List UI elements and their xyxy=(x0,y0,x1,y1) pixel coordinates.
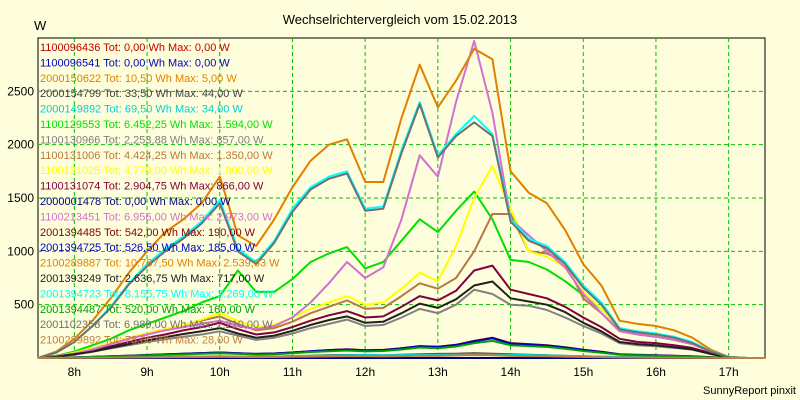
y-tick-label: 2500 xyxy=(7,84,34,98)
series-line-11 xyxy=(37,39,765,359)
x-tick-label: 8h xyxy=(68,365,81,379)
x-tick-label: 11h xyxy=(283,365,302,379)
legend-entry: 2001394485 Tot: 542,00 Wh Max: 190,00 W xyxy=(40,227,256,239)
series-line-19 xyxy=(37,354,765,359)
legend-entry: 1100129553 Tot: 6.452,25 Wh Max: 1.594,0… xyxy=(40,119,273,131)
legend-entry: 1100131006 Tot: 4.424,25 Wh Max: 1.350,0… xyxy=(40,150,273,162)
legend-entry: 1100096541 Tot: 0,00 Wh Max: 0,00 W xyxy=(40,57,230,69)
legend-entry: 1100213451 Tot: 6.956,00 Wh Max: 2.973,0… xyxy=(40,211,273,223)
legend-entry: 2000001478 Tot: 0,00 Wh Max: 0,00 W xyxy=(40,196,231,208)
x-tick-label: 16h xyxy=(646,365,666,379)
y-tick-label: 1000 xyxy=(7,244,34,258)
series-line-17 xyxy=(37,339,765,359)
series-layer xyxy=(37,39,765,359)
legend-entry: 2001394723 Tot: 8.155,75 Wh Max: 2.269,0… xyxy=(40,288,274,300)
x-tick-label: 12h xyxy=(355,365,375,379)
x-tick-label: 14h xyxy=(501,365,521,379)
legend-entry: 1100130966 Tot: 2.253,88 Wh Max: 857,00 … xyxy=(40,134,264,146)
legend-entry: 2000154799 Tot: 33,50 Wh Max: 44,00 W xyxy=(40,88,243,100)
y-tick-label: 2000 xyxy=(7,138,34,152)
x-tick-label: 10h xyxy=(210,365,230,379)
chart-title: Wechselrichtervergleich vom 15.02.2013 xyxy=(283,12,518,27)
series-line-9 xyxy=(37,264,765,359)
legend-entry: 2001393249 Tot: 2.636,75 Wh Max: 717,00 … xyxy=(40,273,265,285)
series-line-15 xyxy=(37,280,765,359)
y-axis-label: W xyxy=(34,18,47,33)
x-tick-label: 9h xyxy=(140,365,153,379)
y-tick-label: 1500 xyxy=(7,191,34,205)
legend-entry: 2001102358 Tot: 6.989,00 Wh Max: 2.210,0… xyxy=(40,319,273,331)
legend-entry: 2001394487 Tot: 520,00 Wh Max: 160,00 W xyxy=(40,304,256,316)
legend-entry: 1100131074 Tot: 2.904,75 Wh Max: 866,00 … xyxy=(40,181,264,193)
legend-entry: 2001394725 Tot: 526,50 Wh Max: 185,00 W xyxy=(40,242,256,254)
series-line-18 xyxy=(37,103,765,359)
y-tick-label: 500 xyxy=(14,298,34,312)
legend-entry: 2000150622 Tot: 10,50 Wh Max: 5,00 W xyxy=(40,73,237,85)
series-line-16 xyxy=(37,101,765,359)
x-tick-label: 15h xyxy=(573,365,593,379)
series-line-14 xyxy=(37,47,765,359)
series-line-6 xyxy=(37,288,765,359)
footer-credit: SunnyReport pinxit xyxy=(703,385,796,397)
legend: 1100096436 Tot: 0,00 Wh Max: 0,00 W 11000… xyxy=(40,42,280,347)
legend-entry: 2100289892 Tot: 78,00 Wh Max: 28,00 W xyxy=(40,335,243,347)
tick-layer: 500 1000 1500 2000 2500 8h 9h 10h 11h 12h 13h 14h 15… xyxy=(7,84,738,379)
x-tick-label: 13h xyxy=(428,365,448,379)
legend-entry: 1100096436 Tot: 0,00 Wh Max: 0,00 W xyxy=(40,42,230,54)
legend-entry: 2100289887 Tot: 10.787,50 Wh Max: 2.539,… xyxy=(40,258,280,270)
legend-entry: 1100131025 Tot: 4.779,00 Wh Max: 1.800,0… xyxy=(40,165,273,177)
x-tick-label: 17h xyxy=(719,365,739,379)
legend-entry: 2000149892 Tot: 69,50 Wh Max: 34,00 W xyxy=(40,104,243,116)
